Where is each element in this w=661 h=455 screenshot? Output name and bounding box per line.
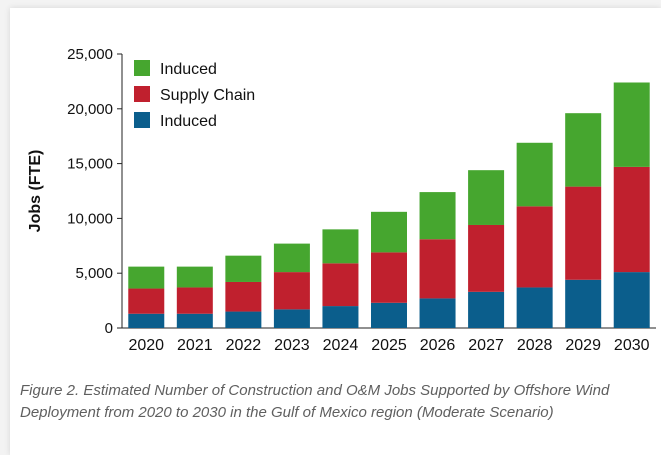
y-tick-label: 0 (105, 320, 113, 337)
bar-segment-supply-chain-2023 (273, 272, 310, 310)
x-tick-label: 2024 (323, 337, 359, 354)
bar-segment-induced-2030 (613, 82, 650, 167)
bar-segment-induced-2023 (273, 243, 310, 273)
y-tick-labels: 0 5,000 10,000 15,000 20,000 25,000 (67, 46, 113, 337)
bar-segment-induced-2026 (419, 298, 456, 328)
bar-segment-supply-chain-2026 (419, 239, 456, 299)
bar-segment-induced-2029 (565, 279, 602, 328)
bars (128, 82, 650, 328)
bar-segment-supply-chain-2024 (322, 263, 359, 307)
figure-caption: Figure 2. Estimated Number of Constructi… (20, 382, 610, 421)
legend-label: Induced (160, 113, 217, 130)
bar-segment-induced-2025 (371, 211, 407, 253)
legend-swatch (134, 60, 150, 76)
x-tick-label: 2023 (274, 337, 310, 354)
bar-segment-induced-2028 (516, 287, 553, 328)
y-tick-label: 25,000 (67, 46, 113, 63)
y-tick-label: 20,000 (67, 101, 113, 118)
bar-segment-induced-2027 (468, 170, 505, 225)
bar-segment-induced-2022 (225, 255, 262, 282)
bar-segment-induced-2023 (273, 309, 310, 328)
bar-segment-induced-2025 (371, 302, 407, 328)
x-tick-label: 2022 (226, 337, 262, 354)
x-tick-label: 2021 (177, 337, 213, 354)
bar-segment-induced-2024 (322, 229, 359, 264)
legend-swatch (134, 112, 150, 128)
x-tick-label: 2027 (468, 337, 504, 354)
bar-segment-induced-2029 (565, 113, 602, 187)
x-tick-label: 2026 (420, 337, 456, 354)
bar-segment-supply-chain-2028 (516, 206, 553, 288)
legend: Induced Supply Chain Induced (134, 60, 255, 130)
x-tick-label: 2025 (371, 337, 407, 354)
y-axis-title-group: Jobs (FTE) (27, 150, 44, 233)
bar-segment-supply-chain-2030 (613, 166, 650, 273)
figure-card: Jobs (FTE) 2020 2021 2022 2023 2024 2025 2026 2… (10, 8, 661, 455)
x-tick-label: 2030 (614, 337, 650, 354)
bar-segment-induced-2021 (176, 313, 213, 328)
legend-label: Supply Chain (160, 87, 255, 104)
x-tick-label: 2028 (517, 337, 553, 354)
bar-segment-induced-2020 (128, 313, 165, 328)
bar-segment-supply-chain-2025 (371, 252, 407, 303)
bar-segment-supply-chain-2027 (468, 224, 505, 292)
bar-segment-induced-2024 (322, 306, 359, 328)
x-tick-label: 2029 (565, 337, 601, 354)
bar-segment-supply-chain-2021 (176, 287, 213, 314)
bar-segment-supply-chain-2029 (565, 186, 602, 280)
bar-segment-induced-2027 (468, 291, 505, 328)
bar-segment-supply-chain-2022 (225, 281, 262, 312)
bar-segment-induced-2020 (128, 266, 165, 289)
legend-label: Induced (160, 61, 217, 78)
bar-segment-supply-chain-2020 (128, 288, 165, 314)
x-tick-labels: 2020 2021 2022 2023 2024 2025 2026 2027 2028 2029… (128, 337, 649, 354)
stacked-bar-chart: Jobs (FTE) 2020 2021 2022 2023 2024 2025 2026 2… (27, 46, 656, 354)
x-tick-label: 2020 (128, 337, 164, 354)
y-tick-label: 10,000 (67, 210, 113, 227)
bar-segment-induced-2030 (613, 272, 650, 328)
bar-segment-induced-2021 (176, 266, 213, 288)
y-axis-label: Jobs (FTE) (27, 150, 44, 233)
bar-segment-induced-2028 (516, 142, 553, 207)
bar-segment-induced-2022 (225, 311, 262, 328)
bar-segment-induced-2026 (419, 192, 456, 240)
y-tick-label: 5,000 (75, 265, 113, 282)
legend-swatch (134, 86, 150, 102)
y-tick-label: 15,000 (67, 156, 113, 173)
